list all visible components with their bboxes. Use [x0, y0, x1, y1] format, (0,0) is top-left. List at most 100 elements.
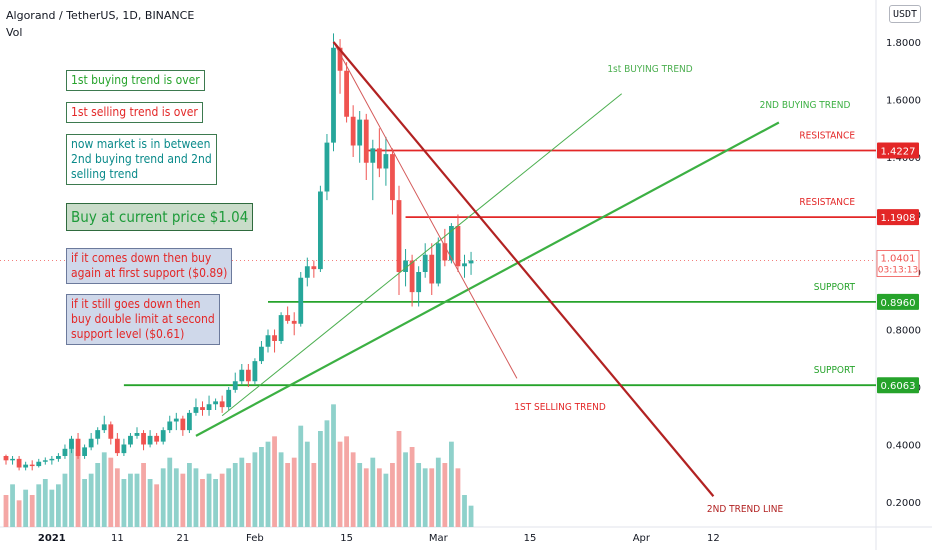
candle-body: [449, 226, 454, 261]
note-line: support level ($0.61): [71, 327, 185, 341]
candle-body: [324, 142, 330, 192]
note-line: if it comes down then buy: [71, 251, 212, 265]
candle-body: [259, 346, 264, 362]
note-line: again at first support ($0.89): [71, 266, 228, 280]
volume-bar: [357, 463, 363, 527]
volume-bar: [69, 441, 74, 527]
y-tick-label: 1.8000: [886, 38, 921, 49]
note-first-support[interactable]: if it comes down then buy again at first…: [66, 248, 233, 284]
candle-body: [298, 277, 304, 324]
candle-body: [10, 458, 15, 461]
volume-bar: [101, 452, 107, 527]
volume-bar: [232, 463, 238, 527]
volume-bar: [88, 473, 94, 527]
volume-bar: [468, 505, 474, 527]
price-badge: [877, 209, 919, 226]
price-badge: [877, 293, 919, 310]
candle-body: [36, 461, 42, 467]
note-buy-current-price[interactable]: Buy at current price $1.04: [66, 203, 254, 231]
candle-body: [200, 407, 205, 410]
candle-body: [265, 335, 271, 347]
note-line: selling trend: [71, 167, 139, 181]
candle-body: [390, 154, 395, 201]
volume-bar: [29, 495, 35, 527]
volume-bar: [154, 484, 160, 527]
candle-body: [331, 47, 336, 143]
candle-body: [42, 460, 48, 462]
volume-bar: [390, 463, 395, 527]
trend-line[interactable]: [221, 93, 623, 417]
volume-bar: [95, 463, 101, 527]
candle-body: [396, 200, 402, 272]
volume-bar: [442, 463, 448, 527]
candle-body: [180, 418, 186, 431]
candle-body: [344, 70, 349, 117]
volume-bar: [337, 441, 343, 527]
candle-body: [219, 401, 225, 408]
candle-body: [370, 148, 376, 163]
volume-bar: [49, 489, 55, 527]
note-first-buying-over[interactable]: 1st buying trend is over: [66, 70, 205, 91]
volume-bar: [383, 473, 389, 527]
volume-bar: [62, 473, 68, 527]
candle-body: [62, 448, 68, 456]
candle-body: [95, 430, 101, 439]
candle-body: [435, 243, 441, 284]
volume-bar: [344, 436, 349, 527]
candle-body: [69, 438, 74, 449]
volume-bar: [455, 468, 461, 527]
candle-body: [363, 119, 369, 163]
x-tick-label: 15: [524, 533, 537, 544]
note-line: buy double limit at second: [71, 312, 215, 326]
candle-body: [187, 412, 192, 431]
x-tick-label: Feb: [246, 533, 264, 544]
y-tick-label: 1.4000: [886, 153, 921, 164]
x-tick-label: 11: [111, 533, 124, 544]
x-tick-label: Mar: [429, 533, 449, 544]
candle-body: [160, 430, 166, 442]
candle-body: [141, 433, 146, 445]
candle-body: [403, 260, 408, 272]
volume-bar: [278, 452, 284, 527]
note-market-between[interactable]: now market is in between 2nd buying tren…: [66, 134, 217, 185]
x-tick-label: Apr: [633, 533, 651, 544]
candle-body: [29, 464, 35, 467]
candle-body: [291, 320, 297, 324]
candle-body: [121, 444, 127, 454]
volume-bar: [16, 500, 22, 527]
currency-selector[interactable]: USDT: [889, 5, 921, 23]
trend-label: 2ND TREND LINE: [707, 504, 784, 515]
candle-body: [88, 438, 94, 448]
price-badge-label: 1.4227: [881, 146, 916, 157]
volume-bar: [370, 457, 376, 527]
trend-line[interactable]: [333, 41, 518, 379]
volume-bar: [429, 468, 435, 527]
volume-bar: [134, 473, 140, 527]
volume-bar: [291, 457, 297, 527]
candle-body: [462, 263, 467, 267]
trend-line[interactable]: [332, 41, 715, 497]
volume-bar: [311, 463, 317, 527]
candle-body: [75, 438, 81, 456]
volume-bar: [108, 457, 114, 527]
volume-bar: [3, 495, 9, 527]
candle-body: [278, 315, 284, 341]
volume-bar: [449, 441, 454, 527]
volume-bar: [141, 463, 146, 527]
volume-bar: [376, 468, 382, 527]
level-label: RESISTANCE: [799, 197, 855, 208]
current-price-label: 1.0401: [881, 253, 916, 264]
trend-line[interactable]: [195, 121, 780, 437]
candle-body: [318, 191, 323, 270]
volume-bar: [173, 468, 179, 527]
candle-body: [357, 119, 363, 146]
note-second-support[interactable]: if it still goes down then buy double li…: [66, 294, 220, 345]
x-tick-label: 12: [707, 533, 720, 544]
note-first-selling-over[interactable]: 1st selling trend is over: [66, 102, 203, 123]
candle-body: [383, 154, 389, 169]
candle-body: [173, 418, 179, 422]
candle-body: [245, 369, 251, 382]
volume-bar: [272, 436, 277, 527]
